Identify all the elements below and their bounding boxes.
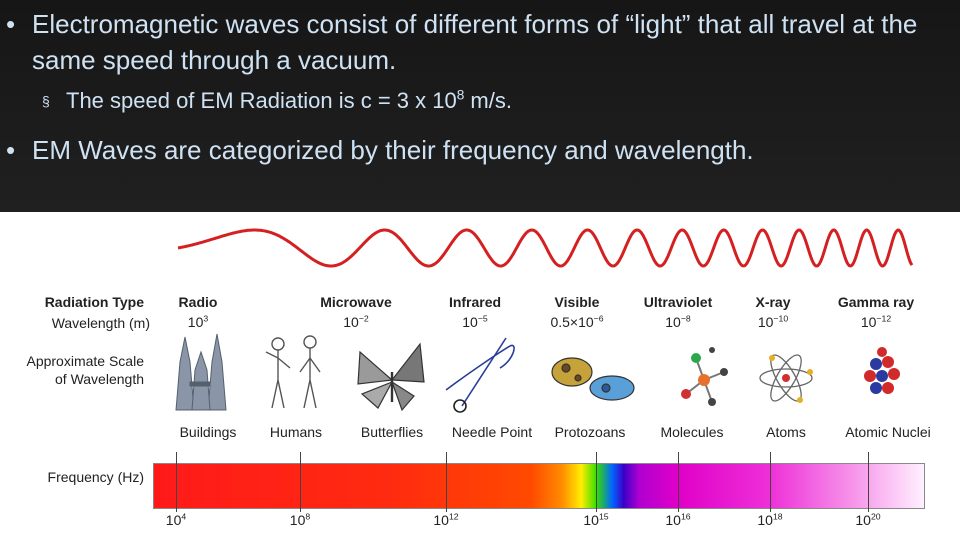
frequency-value: 1018 (757, 512, 782, 528)
frequency-label: Frequency (Hz) (47, 469, 144, 485)
frequency-exponent: 15 (598, 511, 609, 522)
atom-icon (759, 354, 813, 403)
frequency-tick (596, 452, 597, 512)
scale-object-label: Atoms (766, 424, 806, 440)
scale-object-label: Butterflies (360, 424, 424, 440)
scale-label-line1: Approximate Scale (26, 353, 144, 369)
wavelength-value: 10−2 (343, 314, 368, 330)
wavelength-exponent: −6 (593, 313, 604, 324)
frequency-value: 104 (166, 512, 186, 528)
scale-label-line2: of Wavelength (55, 371, 144, 387)
frequency-base: 10 (289, 512, 306, 528)
radiation-type-name: Visible (554, 294, 600, 310)
frequency-value: 1020 (855, 512, 880, 528)
wavelength-value: 10−12 (861, 314, 891, 330)
bullet-glyph: • (6, 135, 16, 165)
wavelength-value: 103 (188, 314, 208, 330)
bullet-text: EM Waves are categorized by their freque… (32, 135, 754, 165)
frequency-base: 10 (433, 512, 449, 528)
bullet-categorized: • EM Waves are categorized by their freq… (6, 132, 952, 168)
radiation-type-label: Radiation Type (44, 294, 144, 310)
scale-object-label: Protozoans (554, 424, 626, 440)
wavelength-value: 0.5×10−6 (550, 314, 603, 330)
frequency-value: 108 (290, 512, 310, 528)
frequency-exponent: 16 (680, 511, 691, 522)
frequency-exponent: 18 (772, 511, 783, 522)
wavelength-base: 10 (860, 314, 877, 330)
wavelength-base: 10 (462, 314, 478, 330)
wavelength-base: 10 (343, 314, 359, 330)
atomic-nucleus-icon (864, 347, 900, 394)
frequency-base: 10 (583, 512, 599, 528)
wavelength-exponent: −10 (773, 313, 789, 324)
bullet-glyph: • (6, 9, 16, 39)
frequency-tick (678, 452, 679, 512)
frequency-base: 10 (855, 512, 871, 528)
scale-object-label: Humans (269, 424, 323, 440)
frequency-exponent: 8 (305, 511, 311, 522)
wavelength-base: 10 (665, 314, 681, 330)
molecules-icon (681, 347, 728, 406)
frequency-value: 1012 (433, 512, 458, 528)
wavelength-base: 10 (757, 314, 774, 330)
wavelength-value: 10−5 (462, 314, 487, 330)
frequency-base: 10 (165, 512, 182, 528)
frequency-tick (176, 452, 177, 512)
em-spectrum-diagram: Radiation Type Wavelength (m) Approximat… (0, 212, 960, 540)
radiation-type-name: Microwave (320, 294, 392, 310)
wavelength-exponent: −8 (680, 313, 691, 324)
frequency-exponent: 4 (181, 511, 187, 522)
frequency-spectrum-bar (153, 463, 925, 509)
speed-exponent: 8 (456, 87, 465, 103)
scale-object-label: Needle Point (451, 424, 533, 440)
scale-object-label: Molecules (660, 424, 724, 440)
diagram-graphics (175, 228, 914, 413)
sub-bullet-speed: § The speed of EM Radiation is c = 3 x 1… (42, 86, 512, 116)
slide-header: • Electromagnetic waves consist of diffe… (0, 0, 960, 212)
wavelength-exponent: −2 (358, 313, 369, 324)
frequency-tick (446, 452, 447, 512)
frequency-exponent: 12 (448, 511, 459, 522)
frequency-base: 10 (665, 512, 681, 528)
scale-object-label: Buildings (179, 424, 237, 440)
speed-text: The speed of EM Radiation is c = 3 x 10 (66, 88, 457, 113)
protozoans-icon (551, 357, 635, 401)
radiation-type-name: Ultraviolet (643, 294, 713, 310)
frequency-exponent: 20 (870, 511, 881, 522)
wavelength-exponent: 3 (203, 313, 209, 324)
wavelength-value: 10−10 (758, 314, 788, 330)
wavelength-exponent: −12 (876, 313, 892, 324)
frequency-tick (868, 452, 869, 512)
radiation-type-name: X-ray (755, 294, 791, 310)
frequency-tick (300, 452, 301, 512)
wavelength-exponent: −5 (477, 313, 488, 324)
wavelength-value: 10−8 (665, 314, 690, 330)
wavelength-base: 10 (187, 314, 204, 330)
frequency-tick (770, 452, 771, 512)
speed-unit: m/s. (464, 88, 512, 113)
butterfly-icon (357, 342, 425, 412)
frequency-base: 10 (757, 512, 773, 528)
radiation-type-name: Infrared (448, 294, 502, 310)
frequency-value: 1016 (665, 512, 690, 528)
sub-bullet-glyph: § (42, 93, 50, 109)
scale-object-label: Atomic Nuclei (845, 424, 931, 440)
wavelength-wave (177, 228, 914, 268)
buildings-icon (175, 333, 227, 411)
wavelength-base: 0.5×10 (550, 314, 594, 330)
frequency-value: 1015 (583, 512, 608, 528)
radiation-type-name: Gamma ray (837, 294, 915, 310)
wavelength-label: Wavelength (m) (51, 315, 150, 331)
bullet-text: Electromagnetic waves consist of differe… (32, 9, 918, 75)
bullet-em-waves: • Electromagnetic waves consist of diffe… (6, 6, 952, 78)
needle-point-icon (445, 337, 515, 413)
humans-icon (265, 335, 321, 409)
radiation-type-name: Radio (178, 294, 218, 310)
